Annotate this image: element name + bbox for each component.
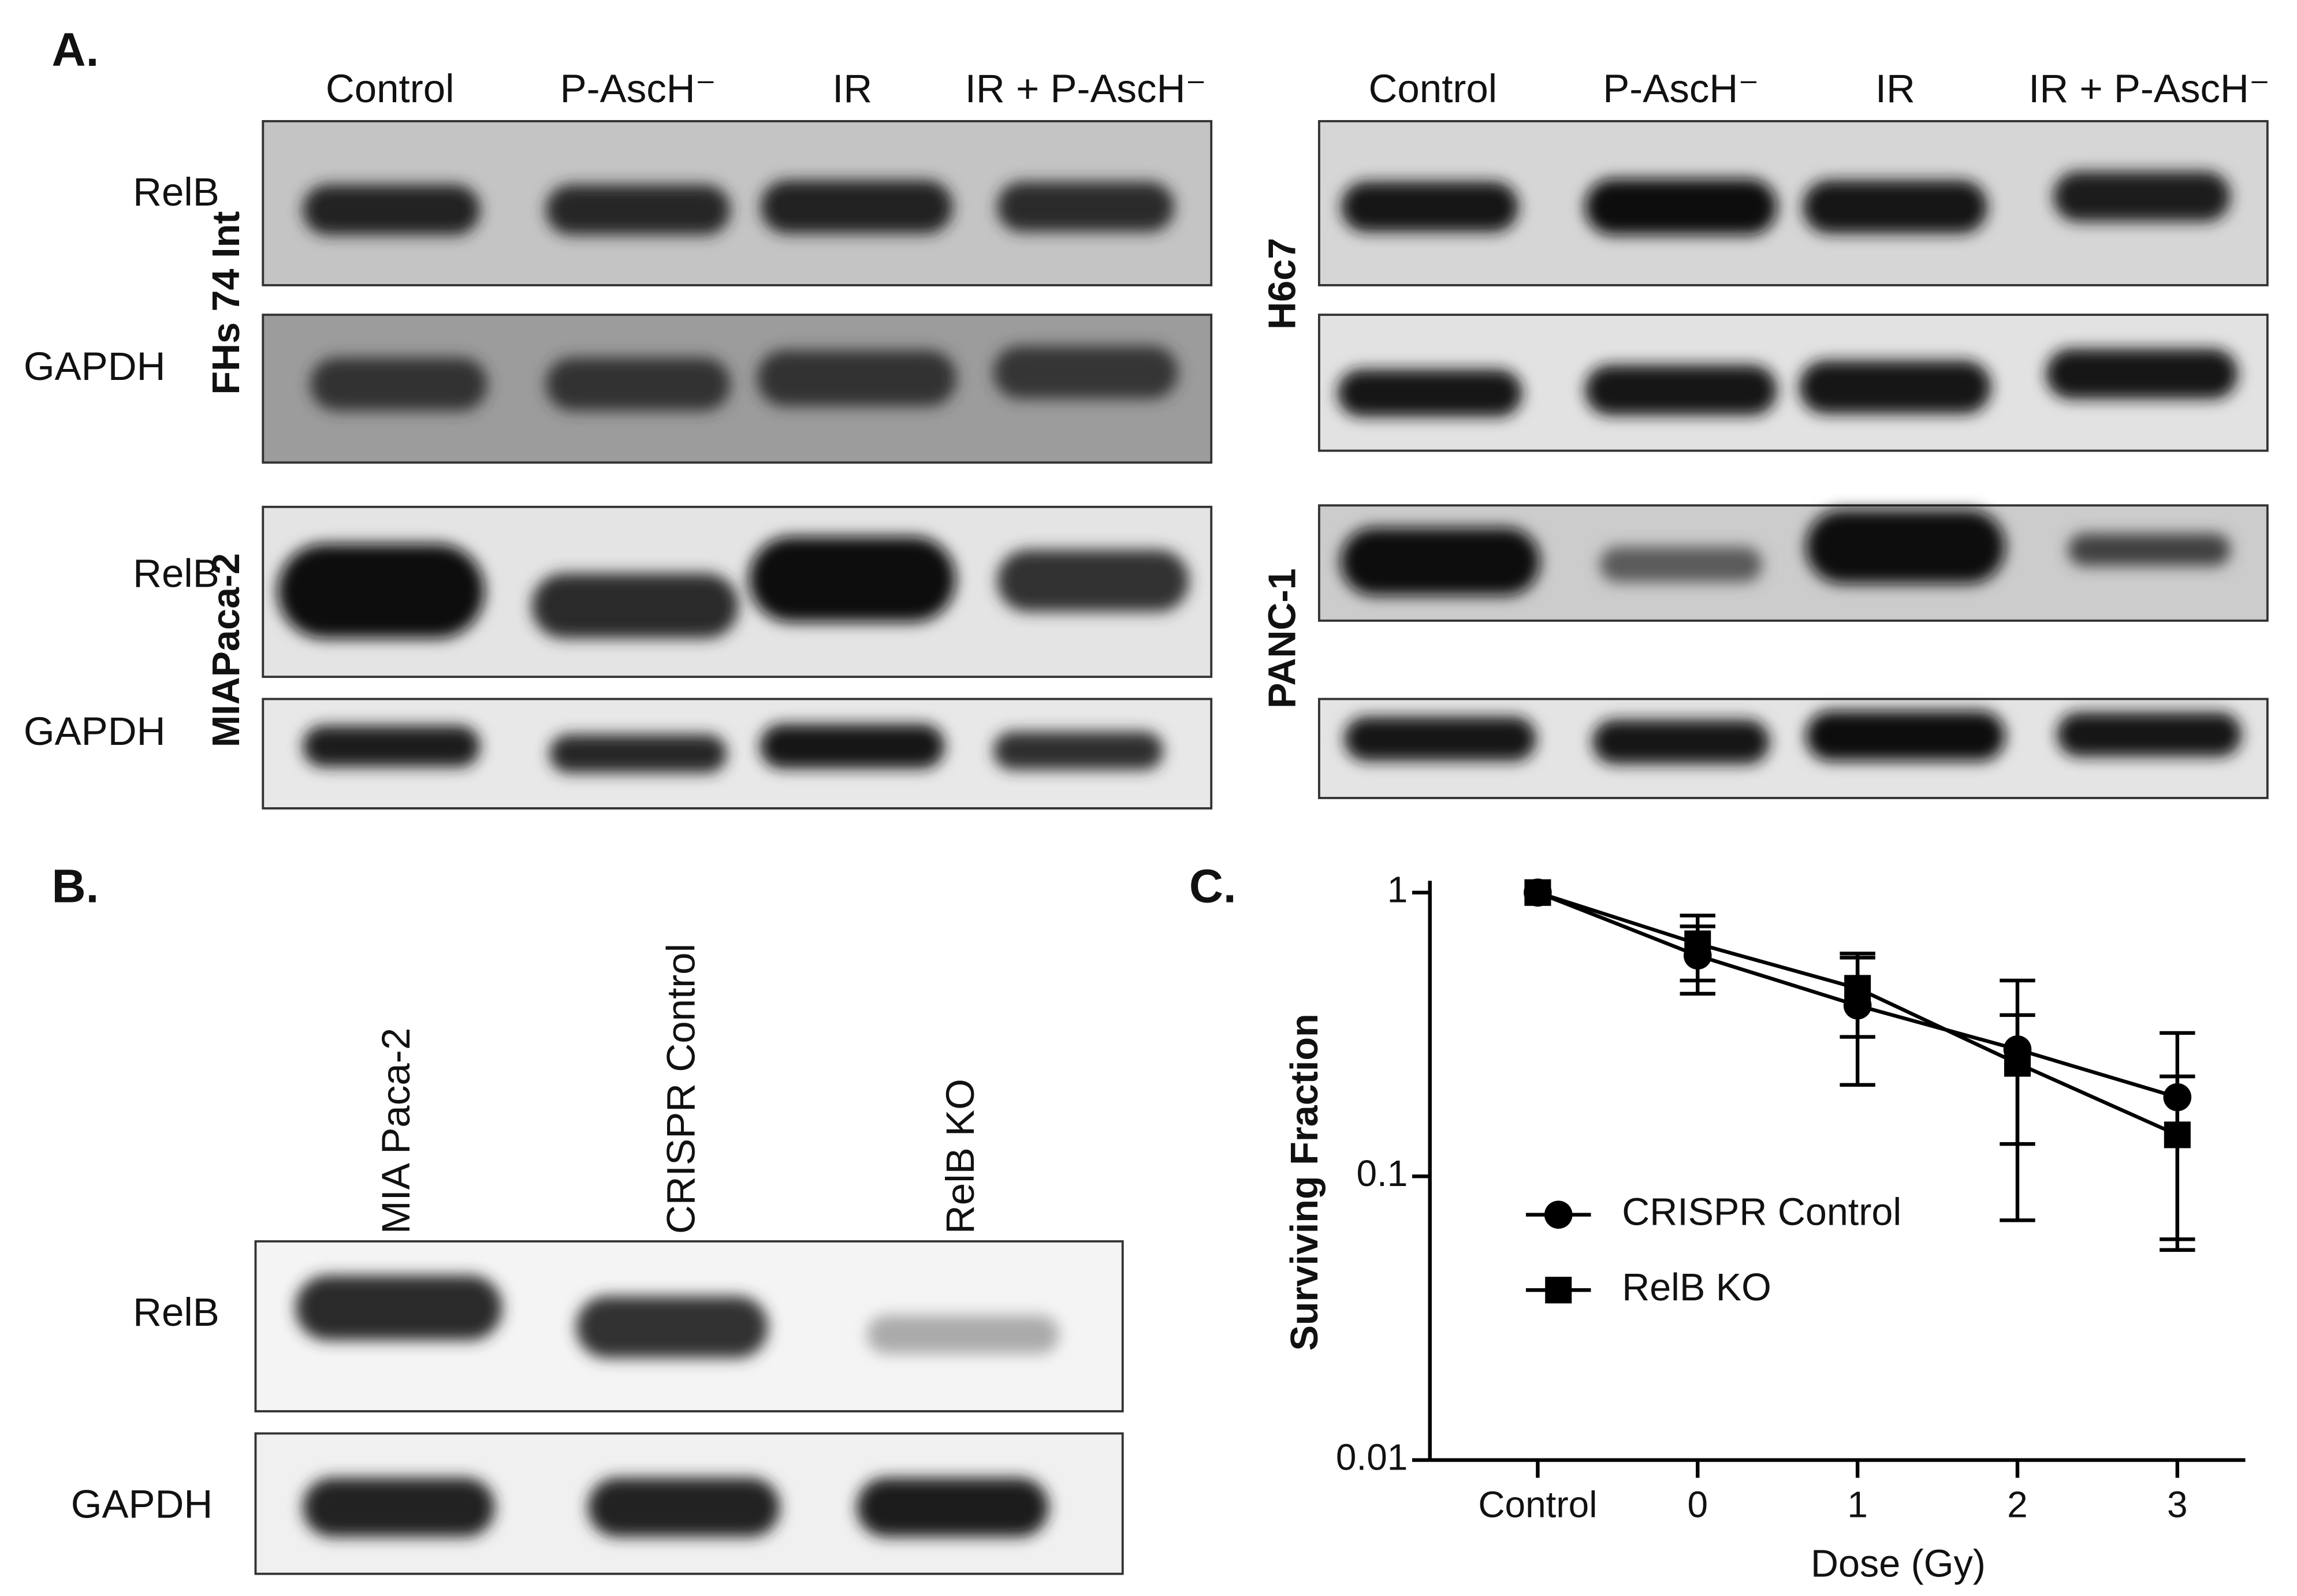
band — [1585, 365, 1777, 416]
band — [1805, 711, 2005, 762]
band — [867, 1315, 1059, 1354]
band — [587, 1478, 780, 1537]
y-tick-label: 0.1 — [1356, 1153, 1408, 1194]
band — [295, 1275, 502, 1341]
point — [2164, 1121, 2191, 1148]
lane-label: P-AscH⁻ — [560, 66, 716, 111]
panel-label: C. — [1189, 860, 1237, 912]
band — [549, 734, 727, 773]
lane-label: CRISPR Control — [658, 944, 703, 1234]
band — [546, 357, 731, 411]
legend-label: CRISPR Control — [1622, 1191, 1901, 1233]
band — [993, 345, 1178, 399]
lane-label: MIA Paca-2 — [373, 1028, 418, 1234]
x-tick-label: 0 — [1687, 1483, 1708, 1525]
legend-marker — [1544, 1200, 1573, 1229]
point — [1844, 975, 1871, 1002]
point — [2004, 1050, 2031, 1077]
band — [546, 184, 731, 235]
band — [1340, 527, 1540, 596]
lane-label: IR — [832, 66, 872, 111]
band — [1341, 181, 1519, 232]
band — [310, 357, 487, 411]
point — [1684, 930, 1711, 957]
band — [1585, 178, 1777, 235]
band — [1799, 360, 1991, 414]
band — [531, 573, 739, 639]
lane-label: P-AscH⁻ — [1603, 66, 1759, 111]
band — [1599, 546, 1763, 583]
error-bar — [2000, 1013, 2035, 1146]
x-tick-label: 3 — [2167, 1483, 2188, 1525]
protein-label: RelB — [133, 169, 219, 214]
y-tick-label: 1 — [1387, 869, 1408, 911]
band — [2068, 533, 2231, 566]
band — [303, 184, 481, 235]
protein-label: RelB — [133, 550, 219, 595]
y-axis-label: Surviving Fraction — [1283, 1013, 1326, 1351]
band — [2046, 348, 2238, 399]
protein-label: GAPDH — [24, 344, 166, 389]
lane-label: IR — [1875, 66, 1915, 111]
legend-label: RelB KO — [1622, 1266, 1771, 1309]
band — [1344, 717, 1536, 762]
cell-line-label: FHs 74 Int — [205, 211, 248, 395]
band — [997, 550, 1189, 612]
x-tick-label: 2 — [2007, 1483, 2028, 1525]
cell-line-label: H6c7 — [1261, 238, 1304, 330]
cell-line-label: MIAPaca-2 — [205, 553, 248, 747]
x-tick-label: Control — [1478, 1483, 1597, 1525]
band — [760, 724, 945, 769]
band — [303, 725, 481, 767]
legend-marker — [1545, 1277, 1572, 1304]
band — [757, 350, 957, 407]
band — [1803, 180, 1988, 234]
y-tick-label: 0.01 — [1336, 1436, 1408, 1478]
band — [303, 1478, 495, 1537]
band — [1337, 369, 1522, 417]
lane-label: Control — [326, 66, 455, 111]
lane-label: RelB KO — [937, 1079, 982, 1234]
x-tick-label: 1 — [1847, 1483, 1868, 1525]
band — [2057, 712, 2242, 757]
error-bar — [2160, 1074, 2195, 1252]
x-axis-label: Dose (Gy) — [1811, 1542, 1986, 1585]
band — [761, 180, 953, 234]
point — [1524, 879, 1551, 906]
protein-label: GAPDH — [24, 708, 166, 754]
band — [993, 731, 1164, 770]
panel-label: A. — [52, 24, 99, 76]
band — [1805, 509, 2005, 584]
lane-label: IR + P-AscH⁻ — [965, 66, 1207, 111]
band — [277, 543, 485, 639]
cell-line-label: PANC-1 — [1261, 568, 1304, 708]
band — [997, 181, 1175, 232]
band — [1592, 719, 1770, 765]
panel-label: B. — [52, 860, 99, 912]
protein-label: RelB — [133, 1289, 219, 1334]
protein-label: GAPDH — [71, 1482, 213, 1527]
band — [857, 1478, 1049, 1537]
band — [576, 1296, 768, 1358]
band — [2053, 171, 2231, 222]
band — [749, 536, 956, 622]
lane-label: Control — [1369, 66, 1498, 111]
lane-label: IR + P-AscH⁻ — [2028, 66, 2270, 111]
